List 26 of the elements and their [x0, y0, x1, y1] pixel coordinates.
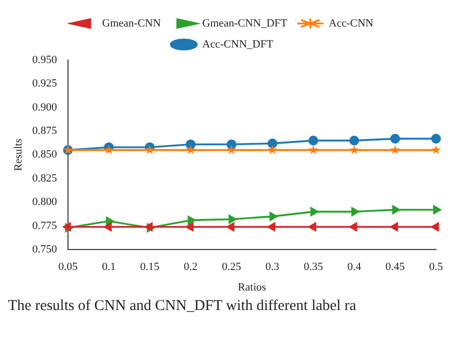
- y-tick-label: 0.800: [32, 196, 58, 208]
- x-tick-label: 0.45: [385, 261, 406, 274]
- y-tick-label: 0.850: [32, 148, 58, 161]
- y-tick-label: 0.875: [32, 124, 58, 137]
- y-tick-label: 0.900: [32, 101, 58, 114]
- y-axis-title: Results: [12, 138, 24, 172]
- x-axis-title: Ratios: [238, 281, 266, 294]
- legend-label: Gmean-CNN_DFT: [202, 17, 288, 30]
- x-tick-label: 0.05: [58, 261, 78, 274]
- y-tick-label: 0.825: [32, 172, 58, 184]
- y-tick-label: 0.750: [32, 243, 58, 256]
- x-tick-label: 0.2: [184, 261, 198, 274]
- text: The results of CNN and CNN_DFT with different label ra: [8, 298, 358, 315]
- x-tick-label: 0.35: [304, 261, 324, 274]
- x-tick-label: 0.25: [222, 261, 242, 274]
- legend-label: Gmean-CNN: [102, 17, 161, 30]
- y-tick-label: 0.950: [32, 54, 58, 66]
- x-tick-label: 0.3: [266, 261, 280, 274]
- x-tick-label: 0.15: [140, 261, 160, 274]
- x-tick-label: 0.4: [347, 261, 362, 274]
- legend-label: Acc-CNN_DFT: [202, 38, 274, 50]
- x-tick-label: 0.5: [429, 261, 444, 274]
- x-tick-label: 0.1: [102, 261, 116, 274]
- legend-label: Acc-CNN: [328, 17, 374, 30]
- y-tick-label: 0.775: [32, 220, 58, 232]
- y-tick-label: 0.925: [32, 78, 58, 90]
